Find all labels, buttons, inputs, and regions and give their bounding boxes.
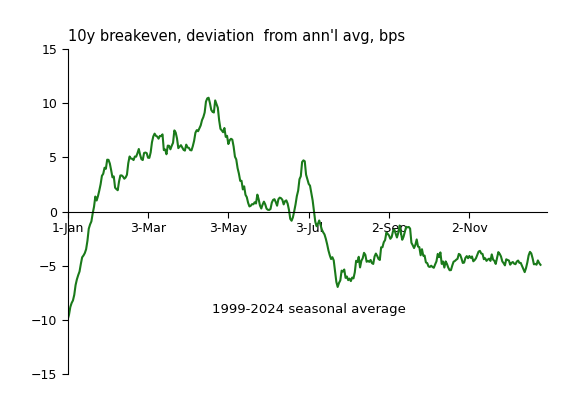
Text: 10y breakeven, deviation  from ann'l avg, bps: 10y breakeven, deviation from ann'l avg,…	[68, 28, 405, 44]
Text: 1999-2024 seasonal average: 1999-2024 seasonal average	[212, 303, 406, 316]
